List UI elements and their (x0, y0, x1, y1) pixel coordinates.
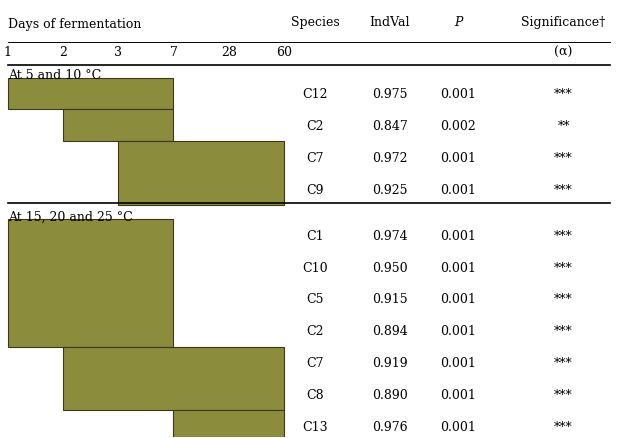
Text: 2: 2 (59, 46, 67, 59)
Text: 0.001: 0.001 (440, 229, 476, 242)
Text: 0.001: 0.001 (440, 261, 476, 274)
Text: ***: *** (554, 88, 573, 101)
Text: **: ** (557, 120, 570, 133)
Text: 0.001: 0.001 (440, 293, 476, 306)
Text: C12: C12 (303, 88, 328, 101)
Text: C2: C2 (306, 120, 324, 133)
Text: 0.974: 0.974 (372, 229, 407, 242)
Text: ***: *** (554, 261, 573, 274)
Text: 0.001: 0.001 (440, 183, 476, 196)
Text: P: P (454, 16, 462, 29)
Text: 60: 60 (276, 46, 292, 59)
Text: At 5 and 10 °C: At 5 and 10 °C (7, 69, 101, 82)
Text: C8: C8 (306, 388, 324, 401)
Bar (63, 347, 284, 410)
Text: 0.925: 0.925 (372, 183, 407, 196)
Text: ***: *** (554, 357, 573, 369)
Text: (α): (α) (554, 46, 573, 59)
Text: C9: C9 (306, 183, 324, 196)
Text: 28: 28 (221, 46, 236, 59)
Text: At 15, 20 and 25 °C: At 15, 20 and 25 °C (7, 210, 132, 223)
Bar (118, 142, 284, 205)
Text: 0.002: 0.002 (440, 120, 476, 133)
Text: ***: *** (554, 420, 573, 433)
Text: C2: C2 (306, 325, 324, 338)
Text: ***: *** (554, 152, 573, 164)
Text: ***: *** (554, 229, 573, 242)
Text: 0.001: 0.001 (440, 420, 476, 433)
Text: 0.976: 0.976 (372, 420, 407, 433)
Text: 0.001: 0.001 (440, 88, 476, 101)
Text: ***: *** (554, 325, 573, 338)
Text: Significance†: Significance† (522, 16, 606, 29)
Text: Days of fermentation: Days of fermentation (7, 18, 141, 31)
Text: C7: C7 (306, 357, 324, 369)
Text: 0.975: 0.975 (372, 88, 407, 101)
Text: 0.001: 0.001 (440, 325, 476, 338)
Text: 0.890: 0.890 (372, 388, 407, 401)
Bar (7, 220, 173, 347)
Text: C10: C10 (302, 261, 328, 274)
Text: 7: 7 (170, 46, 177, 59)
Text: 0.001: 0.001 (440, 357, 476, 369)
Text: 1: 1 (4, 46, 12, 59)
Text: ***: *** (554, 293, 573, 306)
Text: C13: C13 (302, 420, 328, 433)
Bar (173, 410, 284, 438)
Text: C5: C5 (306, 293, 324, 306)
Text: 3: 3 (114, 46, 122, 59)
Text: 0.847: 0.847 (372, 120, 407, 133)
Text: 0.919: 0.919 (372, 357, 407, 369)
Bar (7, 78, 173, 110)
Text: IndVal: IndVal (369, 16, 410, 29)
Text: 0.001: 0.001 (440, 152, 476, 164)
Text: C1: C1 (306, 229, 324, 242)
Text: 0.001: 0.001 (440, 388, 476, 401)
Text: ***: *** (554, 388, 573, 401)
Text: 0.972: 0.972 (372, 152, 407, 164)
Bar (63, 110, 173, 142)
Text: C7: C7 (306, 152, 324, 164)
Text: 0.950: 0.950 (372, 261, 407, 274)
Text: 0.894: 0.894 (372, 325, 407, 338)
Text: Species: Species (291, 16, 339, 29)
Text: ***: *** (554, 183, 573, 196)
Text: 0.915: 0.915 (372, 293, 407, 306)
